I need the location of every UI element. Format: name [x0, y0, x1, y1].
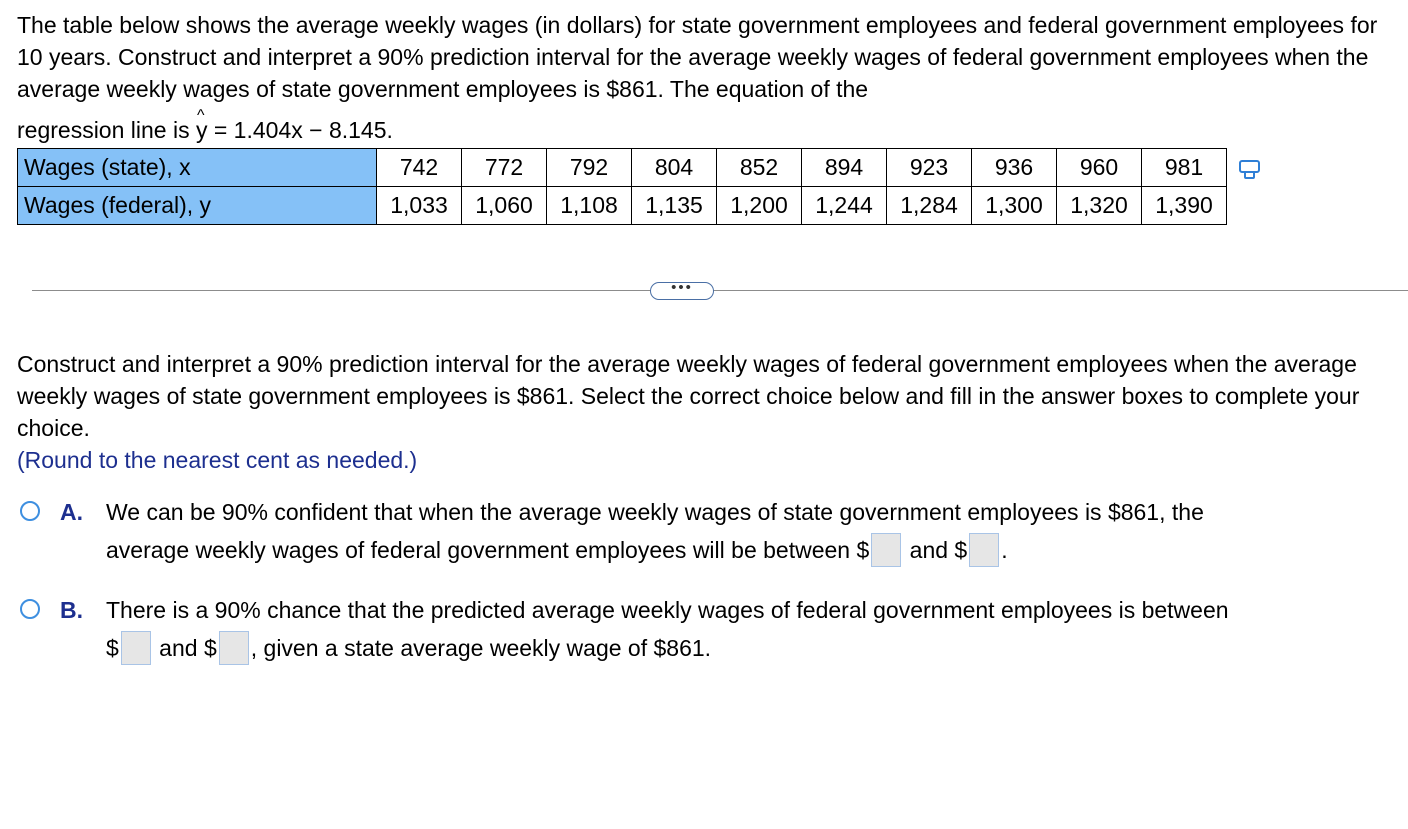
table-cell: 1,135 [631, 186, 717, 225]
table-cell: 792 [546, 148, 632, 187]
wages-table: Wages (state), x 742 772 792 804 852 894… [17, 148, 1227, 225]
table-cell: 1,320 [1056, 186, 1142, 225]
table-cell: 1,390 [1141, 186, 1227, 225]
y-symbol: y [195, 117, 208, 143]
radio-a[interactable] [20, 501, 40, 521]
choice-a-line1: We can be 90% confident that when the av… [106, 499, 1204, 525]
choice-a-line2: average weekly wages of federal governme… [106, 531, 1396, 569]
copy-table-icon[interactable] [1237, 159, 1263, 181]
regression-rest: = 1.404x − 8.145. [207, 117, 393, 143]
answer-box-b-upper[interactable] [218, 630, 249, 665]
answer-box-a-lower[interactable] [871, 532, 902, 567]
table-cell: 1,200 [716, 186, 802, 225]
table-cell: 1,284 [886, 186, 972, 225]
table-cell: 852 [716, 148, 802, 187]
table-cell: 1,108 [546, 186, 632, 225]
table-cell: 804 [631, 148, 717, 187]
table-cell: 960 [1056, 148, 1142, 187]
row-header-state: Wages (state), x [17, 148, 377, 187]
problem-intro: The table below shows the average weekly… [17, 12, 1378, 102]
choice-b-text: There is a 90% chance that the predicted… [106, 591, 1396, 667]
expand-more-button[interactable]: ••• [650, 280, 714, 300]
table-cell: 1,033 [376, 186, 462, 225]
choice-a-text: We can be 90% confident that when the av… [106, 493, 1396, 569]
answer-box-a-upper[interactable] [969, 532, 1000, 567]
rounding-note: (Round to the nearest cent as needed.) [17, 447, 418, 473]
y-hat: ^ y [195, 107, 208, 146]
choice-a-letter: A. [60, 499, 83, 525]
table-cell: 1,300 [971, 186, 1057, 225]
table-cell: 894 [801, 148, 887, 187]
table-cell: 981 [1141, 148, 1227, 187]
choice-a-suffix: . [1001, 537, 1008, 563]
choice-b-mid: and $ [152, 635, 217, 661]
regression-equation: regression line is ^ y = 1.404x − 8.145. [17, 107, 393, 146]
regression-prefix: regression line is [17, 117, 196, 143]
hat-symbol: ^ [196, 107, 205, 124]
question-text: Construct and interpret a 90% prediction… [17, 351, 1360, 441]
choice-b-line2: $ and $ , given a state average weekly wa… [106, 629, 1396, 667]
table-cell: 923 [886, 148, 972, 187]
choice-b-suffix: , given a state average weekly wage of $… [250, 635, 712, 661]
table-cell: 1,060 [461, 186, 547, 225]
row-header-federal: Wages (federal), y [17, 186, 377, 225]
table-row-state: Wages (state), x 742 772 792 804 852 894… [17, 148, 1227, 187]
choice-a-mid: and $ [903, 537, 968, 563]
table-row-federal: Wages (federal), y 1,033 1,060 1,108 1,1… [17, 186, 1227, 225]
choice-b-prefix: $ [106, 635, 119, 661]
radio-b[interactable] [20, 599, 40, 619]
table-cell: 1,244 [801, 186, 887, 225]
choice-b-letter: B. [60, 597, 83, 623]
section-divider [32, 290, 1408, 291]
table-cell: 936 [971, 148, 1057, 187]
choice-b-line1: There is a 90% chance that the predicted… [106, 597, 1229, 623]
choice-a-prefix: average weekly wages of federal governme… [106, 537, 870, 563]
table-cell: 772 [461, 148, 547, 187]
answer-box-b-lower[interactable] [120, 630, 151, 665]
table-cell: 742 [376, 148, 462, 187]
